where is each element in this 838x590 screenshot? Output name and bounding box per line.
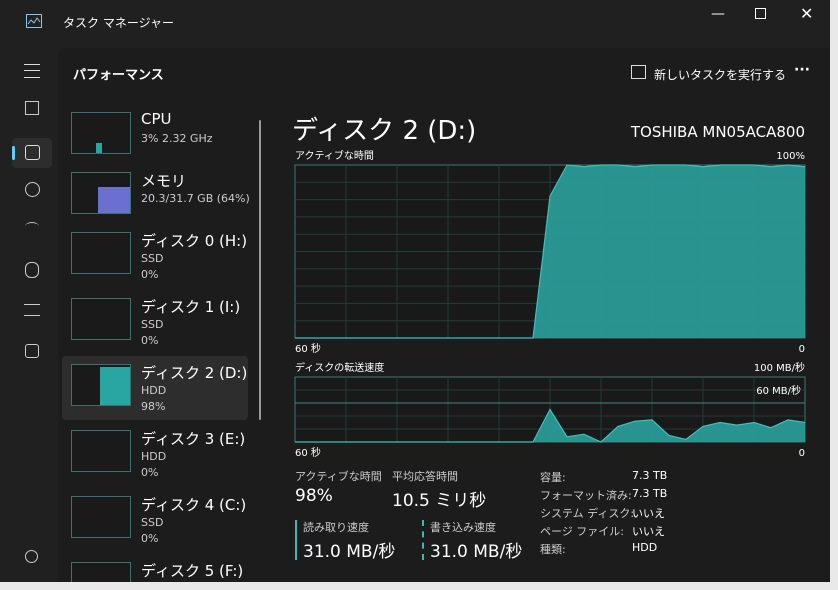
item-detail: 0% bbox=[141, 268, 159, 281]
thumbnail bbox=[71, 562, 131, 582]
item-detail: SSD bbox=[141, 516, 164, 529]
item-name: CPU bbox=[141, 110, 172, 128]
series-area bbox=[295, 165, 805, 338]
item-detail: 98% bbox=[141, 400, 166, 413]
scrollbar bbox=[259, 120, 261, 420]
stat-label: 平均応答時間 bbox=[392, 470, 458, 483]
thumbnail bbox=[71, 172, 131, 214]
settings-nav[interactable] bbox=[25, 550, 38, 563]
thumbnail bbox=[71, 364, 131, 406]
property-key: フォーマット済み: bbox=[540, 489, 632, 502]
processes-nav[interactable] bbox=[25, 101, 39, 115]
stat-marker bbox=[295, 520, 297, 560]
performance-nav[interactable] bbox=[12, 138, 52, 168]
x-right-label: 0 bbox=[799, 344, 805, 355]
item-name: ディスク 1 (I:) bbox=[141, 298, 241, 316]
stat-value: 31.0 MB/秒 bbox=[430, 542, 523, 562]
window-title: タスク マネージャー bbox=[63, 16, 174, 30]
stat-marker bbox=[422, 520, 424, 560]
item-name: ディスク 3 (E:) bbox=[141, 430, 246, 448]
thumbnail bbox=[71, 232, 131, 274]
maximize-button[interactable] bbox=[755, 8, 766, 19]
x-left-label: 60 秒 bbox=[295, 342, 321, 355]
item-detail: SSD bbox=[141, 318, 164, 331]
thumbnail-fill bbox=[98, 187, 130, 213]
details-nav[interactable] bbox=[24, 304, 40, 316]
item-detail: HDD bbox=[141, 450, 167, 463]
property-key: ページ ファイル: bbox=[540, 525, 624, 538]
property-value: 7.3 TB bbox=[632, 487, 668, 500]
series-line bbox=[295, 408, 806, 443]
stat-label: 書き込み速度 bbox=[430, 521, 496, 534]
thumbnail-fill bbox=[100, 367, 130, 405]
item-name: ディスク 4 (C:) bbox=[141, 496, 247, 514]
history-nav[interactable] bbox=[25, 182, 40, 197]
property-value: 7.3 TB bbox=[632, 469, 668, 482]
item-detail: 20.3/31.7 GB (64%) bbox=[141, 192, 250, 205]
stat-label: アクティブな時間 bbox=[295, 470, 382, 483]
item-name: ディスク 0 (H:) bbox=[141, 232, 248, 250]
item-detail: HDD bbox=[141, 384, 167, 397]
y-tick-label: 100% bbox=[776, 151, 805, 162]
stat-value: 31.0 MB/秒 bbox=[303, 542, 396, 562]
thumbnail-fill bbox=[96, 143, 102, 153]
item-detail: 0% bbox=[141, 532, 159, 545]
thumbnail bbox=[71, 112, 131, 154]
thumbnail bbox=[71, 430, 131, 472]
y-tick-label: 100 MB/秒 bbox=[754, 361, 805, 374]
item-detail: 3% 2.32 GHz bbox=[141, 132, 213, 145]
disk-title: ディスク 2 (D:) bbox=[292, 116, 477, 146]
property-key: 容量: bbox=[540, 471, 566, 484]
reference-label: 60 MB/秒 bbox=[756, 384, 801, 397]
property-value: HDD bbox=[632, 541, 658, 554]
x-right-label: 0 bbox=[799, 448, 805, 459]
item-detail: 0% bbox=[141, 334, 159, 347]
services-nav[interactable] bbox=[25, 344, 39, 358]
startup-nav[interactable] bbox=[25, 222, 39, 231]
property-key: 種類: bbox=[540, 543, 566, 556]
close-button[interactable]: ✕ bbox=[800, 4, 814, 23]
page-title: パフォーマンス bbox=[73, 68, 164, 83]
item-name: メモリ bbox=[141, 172, 187, 190]
stat-label: 読み取り速度 bbox=[303, 521, 369, 534]
chart-label: ディスクの転送速度 bbox=[295, 361, 384, 374]
menu-button[interactable] bbox=[24, 64, 40, 78]
minimize-button[interactable]: — bbox=[711, 6, 725, 22]
disk-model: TOSHIBA MN05ACA800 bbox=[630, 123, 805, 141]
sidebar: CPU 3% 2.32 GHz メモリ 20.3/31.7 GB (64%) ディスク … bbox=[58, 100, 266, 582]
item-detail: SSD bbox=[141, 252, 164, 265]
item-name: ディスク 2 (D:) bbox=[141, 364, 248, 382]
thumbnail bbox=[71, 496, 131, 538]
task-manager-window: タスク マネージャー — ✕ パフォーマンス 新しいタスクを実行する ··· C… bbox=[0, 0, 830, 582]
run-task-icon bbox=[631, 65, 646, 79]
users-nav[interactable] bbox=[25, 262, 39, 278]
property-value: いいえ bbox=[632, 507, 665, 520]
run-task-button[interactable]: 新しいタスクを実行する bbox=[654, 68, 787, 82]
item-detail: 0% bbox=[141, 466, 159, 479]
series-line bbox=[295, 164, 806, 339]
thumbnail bbox=[71, 298, 131, 340]
property-key: システム ディスク: bbox=[540, 507, 635, 520]
series-area bbox=[295, 409, 805, 442]
x-left-label: 60 秒 bbox=[295, 446, 321, 459]
stat-value: 98% bbox=[295, 486, 333, 506]
charts: アクティブな時間 100% 60 秒 0 ディスクの転送速度 100 MB/秒 60 MB/… bbox=[294, 149, 806, 459]
property-value: いいえ bbox=[632, 525, 665, 538]
app-icon bbox=[26, 14, 42, 28]
stat-value: 10.5 ミリ秒 bbox=[392, 491, 487, 511]
item-name: ディスク 5 (F:) bbox=[141, 562, 244, 580]
chart-label: アクティブな時間 bbox=[295, 149, 374, 162]
more-button[interactable]: ··· bbox=[794, 62, 810, 78]
